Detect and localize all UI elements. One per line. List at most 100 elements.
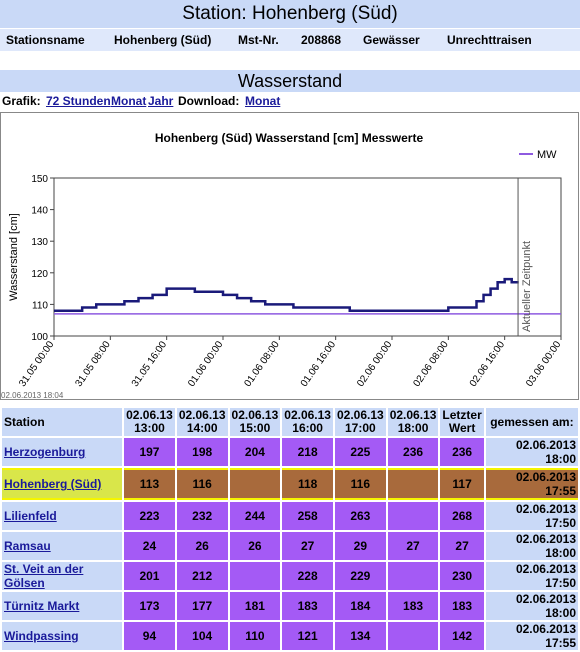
value-cell: 26: [176, 532, 228, 560]
y-tick-label: 150: [31, 174, 48, 185]
link-jahr[interactable]: Jahr: [148, 94, 174, 108]
graph-nav: Grafik: 72 Stunden Monat Jahr Download: …: [0, 93, 580, 109]
chart-footer: 02.06.2013 18:04: [1, 391, 64, 399]
header-col: 02.06.13 14:00: [176, 408, 228, 436]
value-cell: 24: [124, 532, 175, 560]
table-row: Türnitz Markt 173 177 181 183 184 183 183 02.06.…: [2, 592, 578, 620]
table-header-row: Station 02.06.13 13:00 02.06.13 14:00 02.06.1…: [2, 408, 578, 436]
station-link[interactable]: Hohenberg (Süd): [4, 477, 102, 491]
station-link[interactable]: Windpassing: [4, 629, 79, 643]
value-cell: 225: [334, 438, 386, 466]
value-cell: 27: [387, 532, 439, 560]
link-72-stunden[interactable]: 72 Stunden: [46, 94, 111, 108]
measured-at-cell: 02.06.2013 17:50: [485, 562, 578, 590]
value-cell: 183: [387, 592, 439, 620]
x-tick-label: 01.06 16:00: [299, 339, 339, 389]
last-value-cell: 117: [440, 468, 484, 500]
value-stationsname: Hohenberg (Süd): [114, 33, 212, 47]
table-row: Lilienfeld 223 232 244 258 263 268 02.06.2013 1…: [2, 502, 578, 530]
value-cell: 236: [387, 438, 439, 466]
value-cell: 104: [176, 622, 228, 650]
station-info-row: Stationsname Hohenberg (Süd) Mst-Nr. 208…: [0, 29, 580, 51]
value-cell: 94: [124, 622, 175, 650]
y-tick-label: 100: [31, 332, 48, 343]
station-name-cell: Türnitz Markt: [2, 592, 123, 620]
station-name-cell: St. Veit an der Gölsen: [2, 562, 123, 590]
value-cell: 229: [334, 562, 386, 590]
section-title: Wasserstand: [0, 70, 580, 92]
series-line: [54, 277, 519, 312]
value-cell: 177: [176, 592, 228, 620]
value-cell: 184: [334, 592, 386, 620]
value-cell: 110: [229, 622, 281, 650]
value-cell: 198: [176, 438, 228, 466]
header-col: 02.06.13 15:00: [229, 408, 281, 436]
y-tick-label: 130: [31, 237, 48, 248]
x-tick-label: 01.06 08:00: [242, 339, 282, 389]
link-download-monat[interactable]: Monat: [245, 94, 281, 108]
link-monat[interactable]: Monat: [111, 94, 147, 108]
station-name-cell: Herzogenburg: [2, 438, 123, 466]
value-cell: [387, 502, 439, 530]
value-gewaesser: Unrechttraisen: [447, 33, 532, 47]
table-row: Windpassing 94 104 110 121 134 142 02.06.2013 1…: [2, 622, 578, 650]
station-link[interactable]: Herzogenburg: [4, 445, 86, 459]
header-col: Letzter Wert: [440, 408, 484, 436]
header-col: 02.06.13 18:00: [387, 408, 439, 436]
value-cell: 218: [282, 438, 333, 466]
value-cell: [387, 562, 439, 590]
chart-title: Hohenberg (Süd) Wasserstand [cm] Messwer…: [155, 131, 424, 145]
last-value-cell: 183: [440, 592, 484, 620]
stations-table: Station 02.06.13 13:00 02.06.13 14:00 02.06.1…: [0, 406, 580, 652]
last-value-cell: 142: [440, 622, 484, 650]
page-title: Station: Hohenberg (Süd): [0, 0, 580, 28]
y-axis-label: Wasserstand [cm]: [8, 213, 20, 301]
header-col: 02.06.13 13:00: [124, 408, 175, 436]
value-cell: 113: [124, 468, 175, 500]
header-col: gemessen am:: [485, 408, 578, 436]
value-cell: 201: [124, 562, 175, 590]
value-cell: [387, 622, 439, 650]
value-cell: [387, 468, 439, 500]
station-name-cell: Windpassing: [2, 622, 123, 650]
measured-at-cell: 02.06.2013 17:55: [485, 622, 578, 650]
x-tick-label: 31.05 16:00: [130, 339, 170, 389]
x-tick-label: 02.06 00:00: [355, 339, 395, 389]
y-tick-label: 120: [31, 269, 48, 280]
measured-at-cell: 02.06.2013 18:00: [485, 592, 578, 620]
station-link[interactable]: Lilienfeld: [4, 509, 57, 523]
station-link[interactable]: Türnitz Markt: [4, 599, 80, 613]
value-cell: 197: [124, 438, 175, 466]
value-cell: 134: [334, 622, 386, 650]
x-tick-label: 01.06 00:00: [186, 339, 226, 389]
station-name-cell: Hohenberg (Süd): [2, 468, 123, 500]
header-station: Station: [2, 408, 123, 436]
value-cell: 244: [229, 502, 281, 530]
value-cell: [229, 468, 281, 500]
label-mst-nr: Mst-Nr.: [238, 33, 279, 47]
table-row: Ramsau 24 26 26 27 29 27 27 02.06.2013 18:00: [2, 532, 578, 560]
plot-frame: [53, 177, 562, 337]
value-cell: 26: [229, 532, 281, 560]
station-name-cell: Ramsau: [2, 532, 123, 560]
x-tick-label: 02.06 08:00: [411, 339, 451, 389]
value-cell: 29: [334, 532, 386, 560]
label-gewaesser: Gewässer: [363, 33, 420, 47]
station-name-cell: Lilienfeld: [2, 502, 123, 530]
value-cell: 263: [334, 502, 386, 530]
legend-mw-label: MW: [537, 149, 557, 161]
last-value-cell: 236: [440, 438, 484, 466]
station-link[interactable]: Ramsau: [4, 539, 51, 553]
table-body: Herzogenburg 197 198 204 218 225 236 236 02.06.2…: [2, 438, 578, 650]
measured-at-cell: 02.06.2013 18:00: [485, 438, 578, 466]
header-col: 02.06.13 16:00: [282, 408, 333, 436]
value-cell: 204: [229, 438, 281, 466]
chart-svg: Hohenberg (Süd) Wasserstand [cm] Messwer…: [1, 131, 564, 399]
station-link[interactable]: St. Veit an der Gölsen: [4, 562, 84, 590]
x-tick-label: 31.05 08:00: [73, 339, 113, 389]
value-cell: 181: [229, 592, 281, 620]
last-value-cell: 268: [440, 502, 484, 530]
current-time-label: Aktueller Zeitpunkt: [521, 241, 533, 332]
measured-at-cell: 02.06.2013 17:55: [485, 468, 578, 500]
value-cell: 212: [176, 562, 228, 590]
